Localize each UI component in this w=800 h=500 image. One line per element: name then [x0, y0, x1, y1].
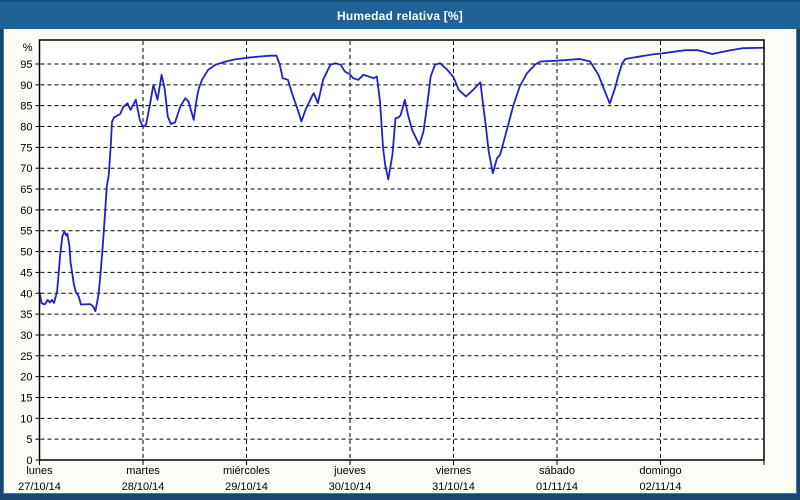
y-tick-label: 55 — [20, 226, 32, 238]
plot-border — [38, 39, 765, 461]
y-tick-label: 45 — [20, 267, 32, 279]
x-date-label: 31/10/14 — [432, 481, 475, 493]
humidity-chart: 0 5 10 15 20 25 30 35 40 45 50 55 60 65 70 75 80 85 90 95% l… — [18, 39, 765, 493]
x-day-label: domingo — [639, 465, 681, 477]
chart-panel: 0 5 10 15 20 25 30 35 40 45 50 55 60 65 70 75 80 85 90 95% l… — [3, 29, 797, 494]
x-date-label: 01/11/14 — [536, 481, 578, 493]
x-day-label: jueves — [333, 465, 366, 477]
x-date-label: 29/10/14 — [225, 481, 268, 493]
y-tick-label: 35 — [20, 309, 32, 321]
humidity-line — [38, 46, 765, 313]
x-date-label: 28/10/14 — [122, 481, 165, 493]
y-tick-label: 10 — [20, 413, 32, 425]
x-date-label: 27/10/14 — [18, 481, 61, 493]
x-day-label: viernes — [436, 465, 472, 477]
y-tick-label: 50 — [20, 247, 32, 259]
x-date-label: 30/10/14 — [329, 481, 372, 493]
x-day-label: martes — [126, 465, 160, 477]
x-day-label: sábado — [539, 465, 575, 477]
y-tick-label: 25 — [20, 351, 32, 363]
y-tick-label: 80 — [20, 122, 32, 134]
y-tick-label: 95 — [20, 59, 32, 71]
window-title-bar[interactable]: Humedad relativa [%] — [0, 0, 800, 29]
y-tick-label: 65 — [20, 184, 32, 196]
y-tick-label: 15 — [20, 392, 32, 404]
y-tick-label: 70 — [20, 163, 32, 175]
y-tick-label: 20 — [20, 372, 32, 384]
y-tick-label: 40 — [20, 288, 32, 300]
y-tick-label: 90 — [20, 80, 32, 92]
x-date-label: 02/11/14 — [639, 481, 681, 493]
y-tick-label: 5 — [26, 434, 32, 446]
x-day-label: miércoles — [223, 465, 271, 477]
y-tick-label: 0 — [26, 455, 32, 467]
y-tick-label: 60 — [20, 205, 32, 217]
y-tick-label: 75 — [20, 142, 32, 154]
y-tick-label: 85 — [20, 101, 32, 113]
x-day-label: lunes — [26, 465, 53, 477]
window-title: Humedad relativa [%] — [336, 8, 464, 23]
y-tick-label: 30 — [20, 330, 32, 342]
y-axis-unit-label: % — [23, 42, 33, 54]
